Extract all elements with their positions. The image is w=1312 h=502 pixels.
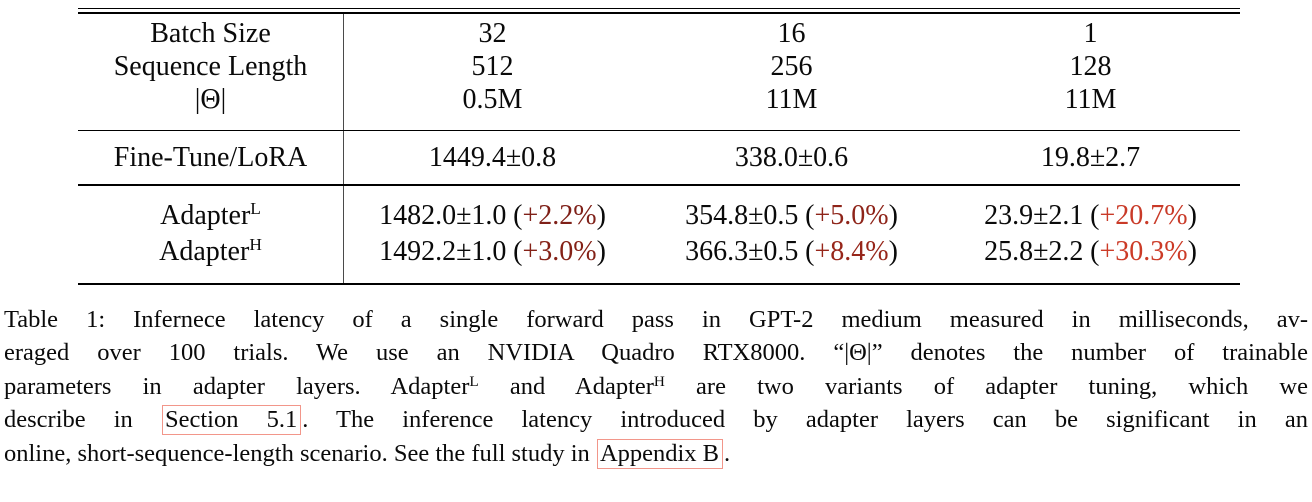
overhead-percent: +30.3% <box>1099 235 1188 267</box>
caption-text: . <box>724 439 731 467</box>
paren-close: ) <box>888 235 898 267</box>
table-cell: 354.8±0.5 (+5.0%) <box>642 200 941 232</box>
paren-open: ( <box>805 235 815 267</box>
table-cell: 32 <box>478 18 507 50</box>
overhead-percent: +3.0% <box>522 235 597 267</box>
table-caption: Table 1: Infernece latency of a single f… <box>4 303 1308 470</box>
paren-close: ) <box>596 235 606 267</box>
paren-open: ( <box>1090 235 1100 267</box>
baseline-block: Fine-Tune/LoRA 1449.4±0.8 338.0±0.6 19.8… <box>78 131 1240 185</box>
row-label: Batch Size <box>150 18 271 50</box>
table-row-adapter-h: AdapterH 1492.2±1.0 (+3.0%) 366.3±0.5 (+8.… <box>78 234 1240 270</box>
table-cell: 338.0±0.6 <box>734 141 849 173</box>
table-cell: 19.8±2.7 <box>1040 141 1141 173</box>
latency-overhead: (+3.0%) <box>513 236 606 267</box>
row-label: Sequence Length <box>113 51 308 83</box>
table-top-rule-thin <box>78 8 1240 10</box>
caption-line-1: Table 1: Infernece latency of a single f… <box>4 303 1308 336</box>
table-cell: 1 <box>1083 18 1098 50</box>
table-cell: 128 <box>1069 51 1112 83</box>
table-row-sequence-length: Sequence Length 512 256 128 <box>78 51 1240 84</box>
row-label: AdapterL <box>78 200 343 232</box>
latency-value: 23.9±2.1 <box>984 199 1084 231</box>
adapter-variant-superscript: H <box>653 373 665 391</box>
table-mid-rule-2 <box>78 184 1240 186</box>
latency-value: 1482.0±1.0 <box>379 199 507 231</box>
latency-overhead: (+5.0%) <box>805 200 898 231</box>
latency-value: 354.8±0.5 <box>685 199 799 231</box>
caption-text: parameters in adapter layers. Adapter <box>4 372 470 400</box>
table-row-adapter-l: AdapterL 1482.0±1.0 (+2.2%) 354.8±0.5 (+5.… <box>78 198 1240 234</box>
paren-open: ( <box>513 199 523 231</box>
paren-open: ( <box>1090 199 1100 231</box>
latency-value: 366.3±0.5 <box>685 235 799 267</box>
column-divider <box>343 185 345 283</box>
table-cell: 11M <box>765 84 818 116</box>
paren-close: ) <box>1187 199 1197 231</box>
table-row-finetune-lora: Fine-Tune/LoRA 1449.4±0.8 338.0±0.6 19.8… <box>78 136 1240 179</box>
table-cell: 25.8±2.2 (+30.3%) <box>941 236 1240 268</box>
paren-open: ( <box>805 199 815 231</box>
overhead-percent: +5.0% <box>814 199 889 231</box>
table-header-block: Batch Size 32 16 1 Sequence Length 512 2… <box>78 13 1240 130</box>
row-label: Fine-Tune/LoRA <box>113 141 308 173</box>
latency-overhead: (+2.2%) <box>513 200 606 231</box>
caption-text: are two variants of adapter tuning, whic… <box>664 372 1308 400</box>
caption-text: . The inference latency introduced by ad… <box>302 406 1308 434</box>
overhead-percent: +8.4% <box>814 235 889 267</box>
adapter-variant-superscript: L <box>469 373 479 391</box>
table-cell: 256 <box>770 51 813 83</box>
latency-overhead: (+30.3%) <box>1090 236 1197 267</box>
table-cell: 1492.2±1.0 (+3.0%) <box>343 236 642 268</box>
table-top-rule-thick <box>78 11 1240 14</box>
table-bottom-rule <box>78 282 1240 286</box>
caption-text: describe in <box>4 406 161 434</box>
appendix-b-link[interactable]: Appendix B <box>596 438 724 469</box>
caption-line-3: parameters in adapter layers. AdapterL a… <box>4 370 1308 403</box>
table-mid-rule-1 <box>78 129 1240 132</box>
adapter-variant-superscript: L <box>250 199 261 219</box>
paren-close: ) <box>596 199 606 231</box>
table-cell: 11M <box>1064 84 1117 116</box>
overhead-percent: +2.2% <box>522 199 597 231</box>
paren-close: ) <box>888 199 898 231</box>
latency-value: 1492.2±1.0 <box>379 235 507 267</box>
section-5-1-link[interactable]: Section 5.1 <box>161 405 302 436</box>
table-row-theta: |Θ| 0.5M 11M 11M <box>78 84 1240 117</box>
table-row-batch-size: Batch Size 32 16 1 <box>78 18 1240 51</box>
caption-text: eraged over 100 trials. We use an NVIDIA… <box>4 339 1308 367</box>
latency-overhead: (+20.7%) <box>1090 200 1197 231</box>
latency-value: 25.8±2.2 <box>984 235 1084 267</box>
adapter-label: Adapter <box>159 235 250 267</box>
column-divider <box>343 131 345 185</box>
adapter-variant-superscript: H <box>249 235 262 255</box>
caption-line-4: describe in Section 5.1. The inference l… <box>4 403 1308 436</box>
latency-overhead: (+8.4%) <box>805 236 898 267</box>
row-label: |Θ| <box>194 84 227 116</box>
row-label: AdapterH <box>78 236 343 268</box>
table-cell: 512 <box>471 51 514 83</box>
caption-text: online, short-sequence-length scenario. … <box>4 439 596 467</box>
latency-table: Batch Size 32 16 1 Sequence Length 512 2… <box>78 8 1240 286</box>
table-cell: 366.3±0.5 (+8.4%) <box>642 236 941 268</box>
adapter-block: AdapterL 1482.0±1.0 (+2.2%) 354.8±0.5 (+5.… <box>78 185 1240 283</box>
paren-open: ( <box>513 235 523 267</box>
caption-text: Table 1: Infernece latency of a single f… <box>4 306 1308 333</box>
adapter-label: Adapter <box>160 199 251 231</box>
column-divider <box>343 13 345 130</box>
table-cell: 23.9±2.1 (+20.7%) <box>941 200 1240 232</box>
table-cell: 0.5M <box>462 84 523 116</box>
caption-line-5: online, short-sequence-length scenario. … <box>4 437 1308 470</box>
overhead-percent: +20.7% <box>1099 199 1188 231</box>
table-cell: 1482.0±1.0 (+2.2%) <box>343 200 642 232</box>
paren-close: ) <box>1187 235 1197 267</box>
table-cell: 16 <box>777 18 806 50</box>
table-cell: 1449.4±0.8 <box>428 141 557 173</box>
caption-text: and Adapter <box>478 372 654 400</box>
caption-line-2: eraged over 100 trials. We use an NVIDIA… <box>4 336 1308 369</box>
